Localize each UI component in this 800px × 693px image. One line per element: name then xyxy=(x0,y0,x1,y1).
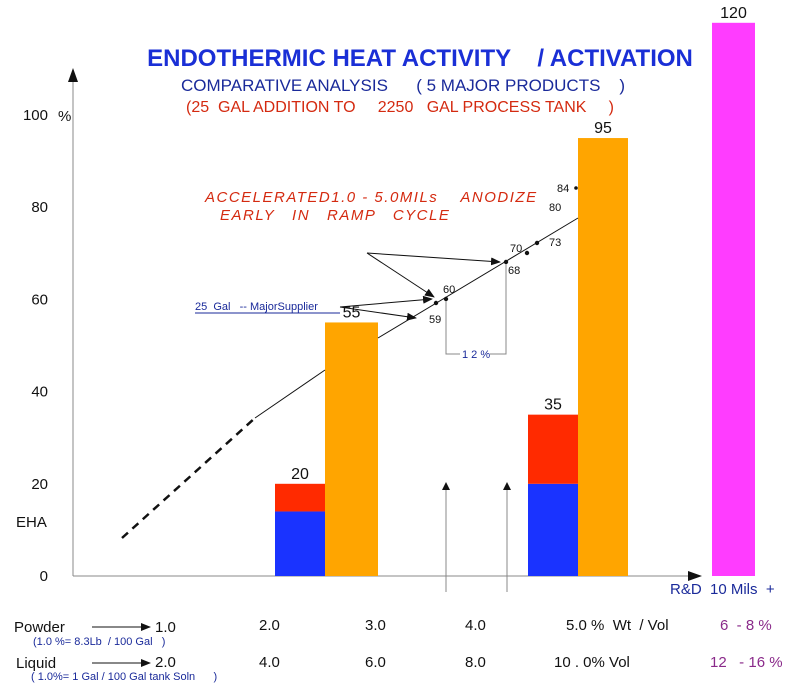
point-label-60: 60 xyxy=(443,284,455,296)
point-label-84: 84 xyxy=(557,183,569,195)
row-note-powder: (1.0 %= 8.3Lb / 100 Gal ) xyxy=(33,636,165,648)
trend-line-dashed xyxy=(121,417,256,539)
gap-bracket-right xyxy=(490,264,507,355)
annotation-arrow xyxy=(366,252,435,298)
bar-label-product-d: 95 xyxy=(594,120,612,137)
trend-line-upper xyxy=(377,217,579,339)
bar-segment-rnd-10-mils-magenta xyxy=(712,22,755,577)
y-tick-label: 80 xyxy=(31,199,48,216)
x-axis-label: R&D 10 Mils + xyxy=(670,581,775,598)
row-value: 2.0 xyxy=(259,617,280,634)
supplier-arrow xyxy=(339,306,417,321)
point-label-70: 70 xyxy=(510,243,522,255)
row-label-liquid: Liquid xyxy=(16,655,56,672)
liquid-row: Liquid ( 1.0%= 1 Gal / 100 Gal tank Soln… xyxy=(16,654,783,683)
trend-markers xyxy=(433,186,578,306)
chart-subtitle: COMPARATIVE ANALYSIS ( 5 MAJOR PRODUCTS … xyxy=(181,76,625,95)
supplier-annotation: 25 Gal -- MajorSupplier xyxy=(195,301,318,313)
bar-segment-product-d-orange xyxy=(578,138,628,577)
bar-segment-product-b-orange xyxy=(325,322,378,576)
point-label-73: 73 xyxy=(549,237,561,249)
gap-label: 1 2 % xyxy=(462,349,490,361)
row-value: 10 . 0% Vol xyxy=(554,654,630,671)
bars: 20 55 35 95 120 xyxy=(275,5,755,577)
trend-line-lower xyxy=(254,369,326,419)
bar-label-product-c-stacked: 35 xyxy=(544,397,562,414)
x-axis-arrow-icon xyxy=(688,571,702,581)
trend-marker xyxy=(503,259,509,265)
powder-row: Powder (1.0 %= 8.3Lb / 100 Gal ) 1.0 2.0… xyxy=(14,617,772,648)
row-note-liquid: ( 1.0%= 1 Gal / 100 Gal tank Soln ) xyxy=(31,671,217,683)
trend-marker xyxy=(443,296,449,302)
trend-marker xyxy=(524,250,530,256)
y-axis-arrow-icon xyxy=(68,68,78,82)
row-rnd-value: 6 - 8 % xyxy=(720,617,772,634)
row-rnd-value: 12 - 16 % xyxy=(710,654,783,671)
bar-label-product-a-stacked: 20 xyxy=(291,466,309,483)
bar-segment-product-a-stacked-blue xyxy=(275,511,325,576)
chart-subtitle-tank: (25 GAL ADDITION TO 2250 GAL PROCESS TAN… xyxy=(186,99,614,116)
row-label-powder: Powder xyxy=(14,619,65,636)
row-value: 8.0 xyxy=(465,654,486,671)
y-tick-label: 20 xyxy=(31,476,48,493)
annotation-arrow xyxy=(366,252,501,266)
row-value: 5.0 % Wt / Vol xyxy=(566,617,669,634)
row-value: 3.0 xyxy=(365,617,386,634)
accelerated-annotation-line2: EARLY IN RAMP CYCLE xyxy=(220,207,450,224)
bar-segment-product-c-stacked-red xyxy=(528,414,578,484)
gap-bracket-left xyxy=(445,301,460,355)
bar-segment-product-c-stacked-blue xyxy=(528,483,578,576)
row-value: 6.0 xyxy=(365,654,386,671)
row-value: 4.0 xyxy=(259,654,280,671)
y-axis-label: EHA xyxy=(16,514,47,531)
row-value: 4.0 xyxy=(465,617,486,634)
y-unit-label: % xyxy=(58,108,71,125)
up-arrow-icon xyxy=(442,482,450,490)
y-tick-label: 0 xyxy=(40,568,48,585)
trend-marker xyxy=(574,186,578,190)
up-arrow-icon xyxy=(503,482,511,490)
accelerated-annotation-line1: ACCELERATED1.0 - 5.0MILs ANODIZE xyxy=(204,189,538,206)
trend-marker xyxy=(534,240,540,246)
y-tick-label: 40 xyxy=(31,384,48,401)
trend-marker xyxy=(433,300,439,306)
row-value: 1.0 xyxy=(155,619,176,636)
chart-title: ENDOTHERMIC HEAT ACTIVITY / ACTIVATION xyxy=(147,45,693,72)
bar-label-product-b: 55 xyxy=(343,304,361,321)
bar-label-rnd-10-mils: 120 xyxy=(720,5,747,22)
point-label-59: 59 xyxy=(429,314,441,326)
point-label-80: 80 xyxy=(549,202,561,214)
y-tick-label: 60 xyxy=(31,291,48,308)
row-value: 2.0 xyxy=(155,654,176,671)
y-tick-labels: 0 20 40 60 80 100 xyxy=(23,107,48,585)
y-tick-label: 100 xyxy=(23,107,48,124)
point-label-68: 68 xyxy=(508,265,520,277)
supplier-arrow xyxy=(339,295,433,308)
bar-segment-product-a-stacked-red xyxy=(275,483,325,512)
